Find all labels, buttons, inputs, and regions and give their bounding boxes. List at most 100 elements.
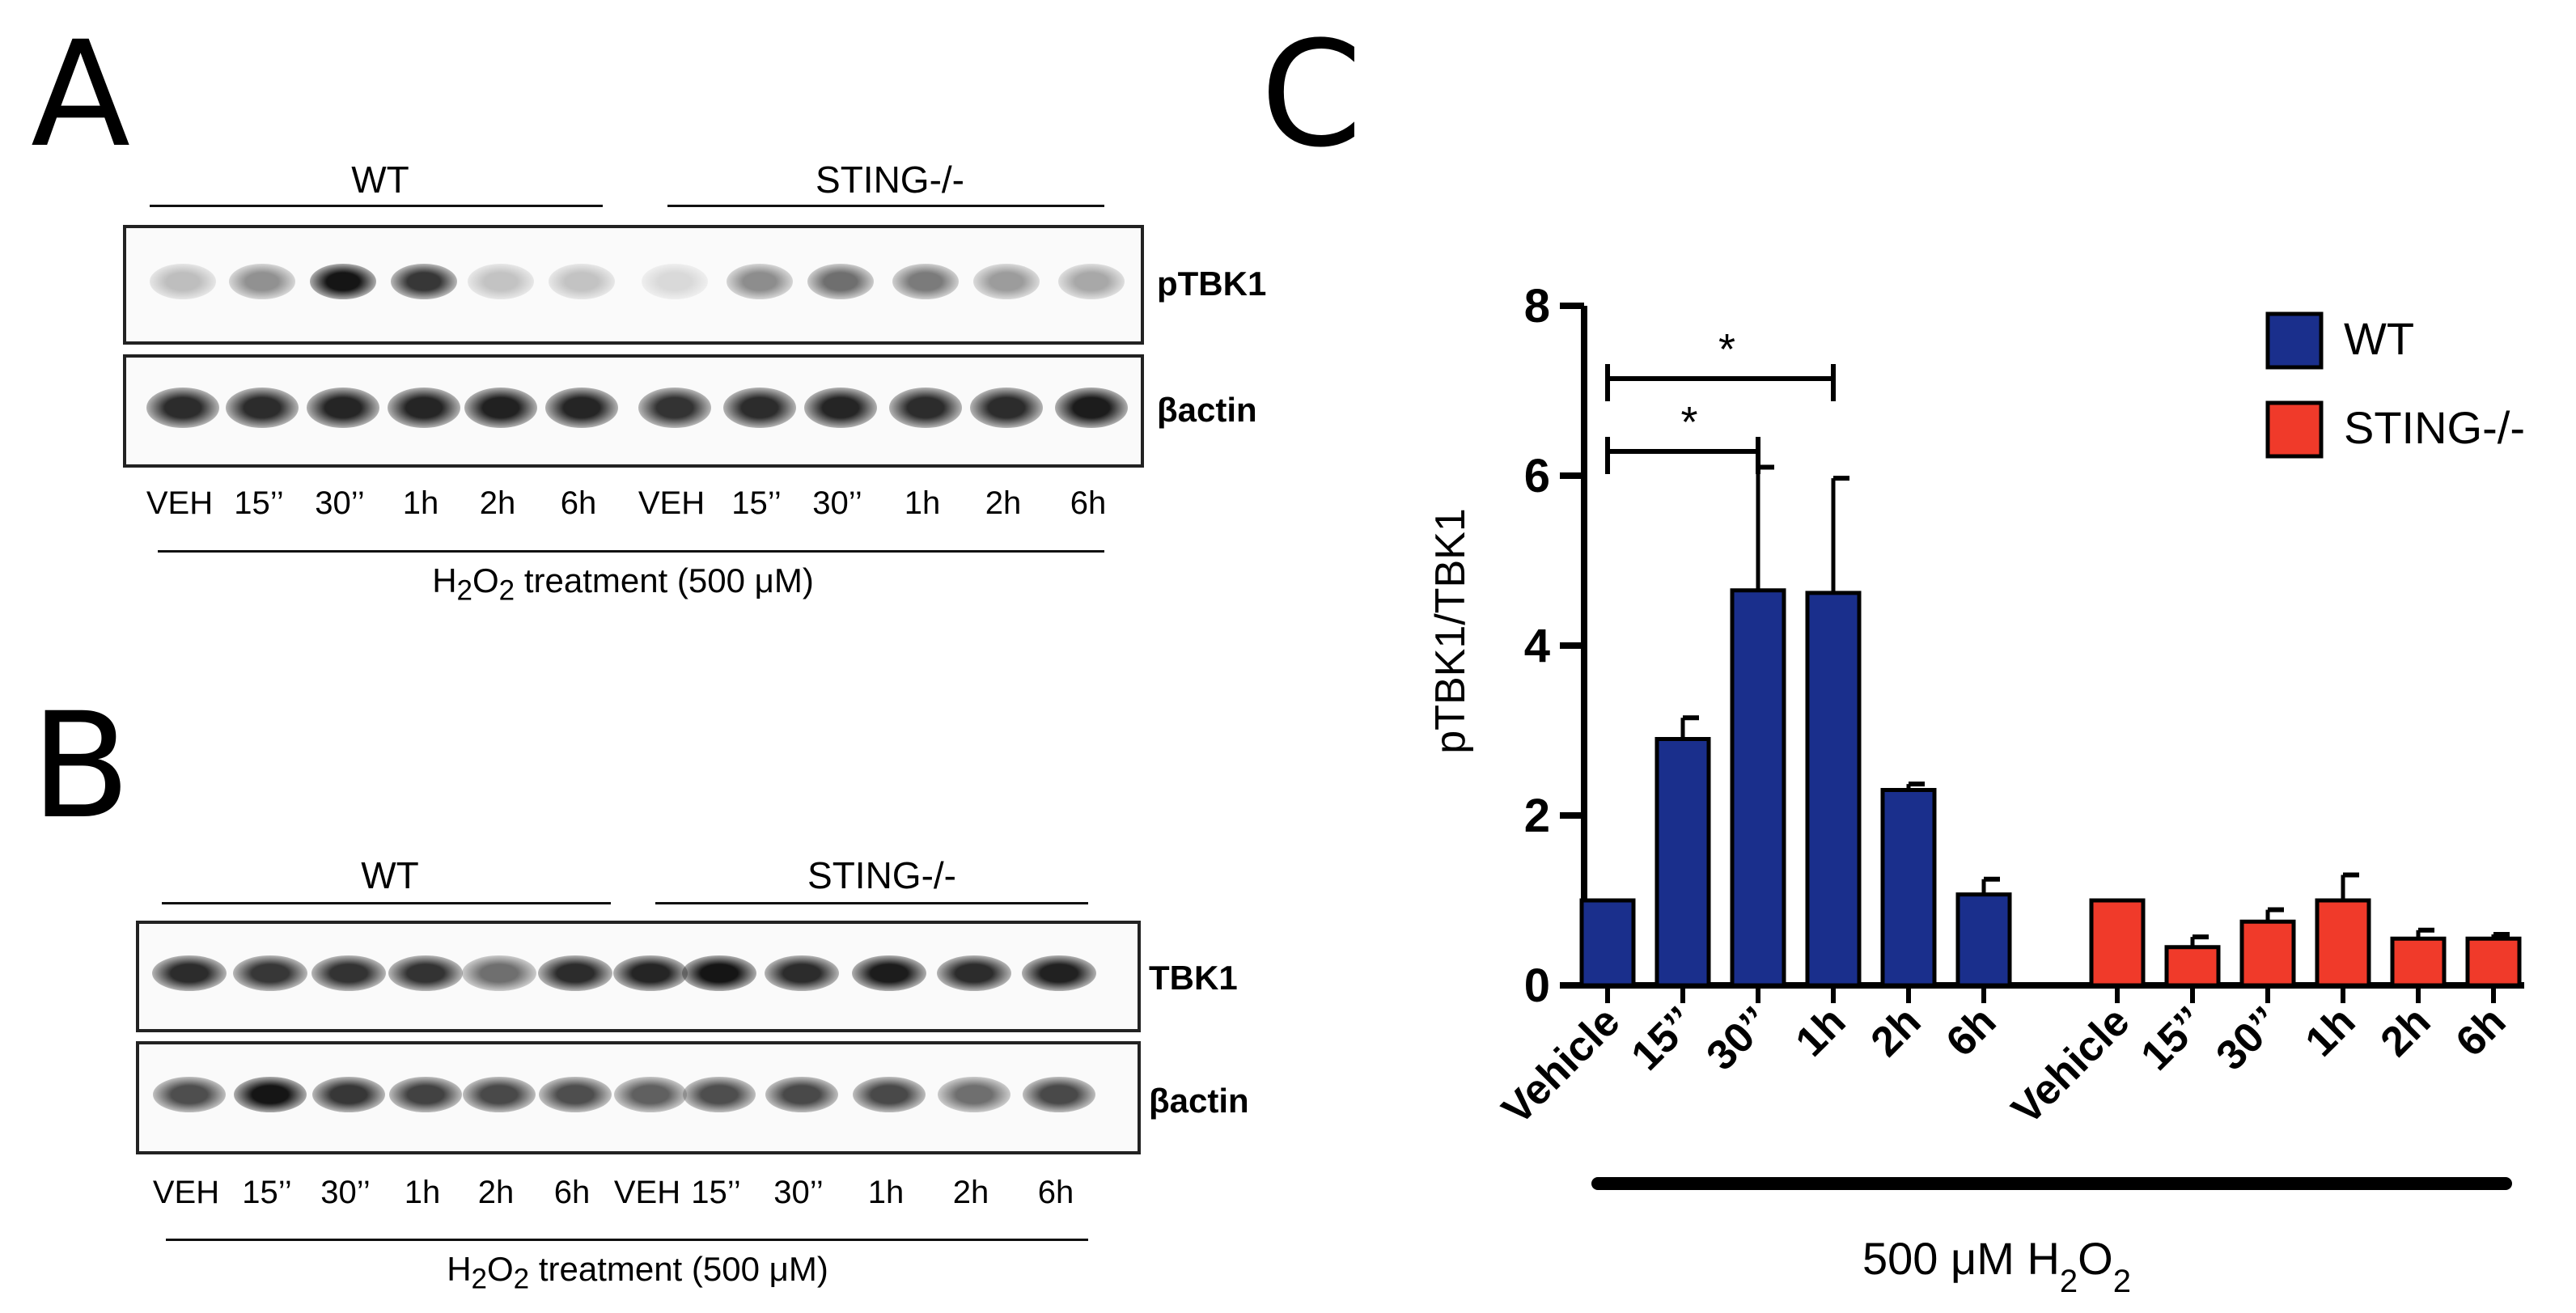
lane-label: 1h [404, 1175, 441, 1210]
blot-band [765, 955, 839, 991]
bar-wt-0 [1579, 898, 1636, 988]
x-tick-label: 30’’ [1698, 997, 1780, 1079]
blot-band [613, 955, 688, 991]
blot-band [804, 388, 877, 428]
blot-band [727, 264, 793, 299]
lane-label: 1h [904, 485, 941, 521]
bar-sting-3 [2315, 898, 2371, 988]
blot-band [312, 1077, 385, 1112]
x-tick-label: 15’’ [1623, 997, 1705, 1079]
bar-wt-3 [1805, 591, 1862, 988]
group-label-sting: STING-/- [816, 159, 964, 201]
blot-band [234, 1077, 307, 1112]
blot-band [642, 264, 708, 299]
blot-band [545, 388, 618, 428]
blot-band [889, 388, 962, 428]
blot-band [464, 388, 537, 428]
blot-band [892, 264, 959, 299]
x-tick-label: 6h [2447, 997, 2515, 1065]
y-tick-label: 6 [1524, 450, 1550, 502]
blot-band [150, 264, 216, 299]
blot-band [682, 955, 756, 991]
blot-band [391, 264, 457, 299]
legend-swatch-wt [2265, 311, 2324, 370]
blot-band [549, 264, 615, 299]
lane-label: 15’’ [234, 485, 284, 521]
bar-wt-4 [1880, 788, 1937, 988]
panel-letter-a: A [31, 11, 131, 180]
lane-label: 15’’ [731, 485, 782, 521]
blot-band [970, 388, 1043, 428]
x-tick-label: 2h [1862, 997, 1930, 1065]
blot-band [765, 1077, 838, 1112]
lane-label: 15’’ [691, 1175, 741, 1210]
lane-label: 2h [477, 1175, 515, 1210]
lane-label: VEH [613, 1175, 681, 1210]
blot-band [973, 264, 1040, 299]
treatment-label-a: H2O2 treatment (500 μM) [432, 561, 814, 607]
significance-star: * [1680, 398, 1697, 447]
blot-label-beta-actin-b: βactin [1149, 1082, 1249, 1120]
blot-beta-actin-a [123, 354, 1144, 468]
blot-band [807, 264, 874, 299]
lane-label: 1h [867, 1175, 905, 1210]
lane-label: 2h [952, 1175, 989, 1210]
blot-label-ptbk1: pTBK1 [1157, 265, 1267, 303]
blot-band [539, 1077, 612, 1112]
legend-label-wt: WT [2344, 313, 2414, 364]
blot-band [462, 955, 536, 991]
lane-label: VEH [638, 485, 705, 521]
y-tick-label: 0 [1524, 959, 1550, 1012]
bar-sting-4 [2390, 936, 2447, 988]
blot-band [538, 955, 612, 991]
blot-band [723, 388, 796, 428]
blot-band [852, 955, 926, 991]
blot-ptbk1 [123, 225, 1144, 345]
blot-band [153, 1077, 226, 1112]
lane-label: 30’’ [320, 1175, 371, 1210]
blot-band [463, 1077, 536, 1112]
lane-label: VEH [146, 485, 214, 521]
lane-label: 6h [560, 485, 597, 521]
x-axis-label: 500 μM H2O2 [1862, 1233, 2131, 1299]
treatment-line-a [158, 550, 1104, 553]
bar-sting-5 [2465, 936, 2522, 988]
bar-wt-5 [1955, 892, 2012, 988]
x-tick-label: 2h [2372, 997, 2440, 1065]
bar-sting-2 [2239, 919, 2296, 988]
blot-band [233, 955, 307, 991]
lane-label: 30’’ [773, 1175, 824, 1210]
blot-label-tbk1: TBK1 [1149, 959, 1238, 997]
blot-band [1023, 1077, 1095, 1112]
y-axis-label: pTBK1/TBK1 [1427, 508, 1474, 753]
blot-band [853, 1077, 926, 1112]
blot-band [146, 388, 219, 428]
group-underline-sting [667, 205, 1104, 207]
lane-label: 1h [402, 485, 439, 521]
lane-label: 2h [479, 485, 516, 521]
blot-band [937, 955, 1011, 991]
group-label-wt-b: WT [361, 854, 419, 896]
bar-sting-1 [2164, 945, 2221, 988]
x-tick-label: 6h [1938, 997, 2006, 1065]
lane-label: 2h [985, 485, 1022, 521]
blot-band [152, 955, 227, 991]
blot-band [388, 955, 463, 991]
bar-wt-1 [1654, 737, 1711, 988]
blot-band [1022, 955, 1096, 991]
blot-band [229, 264, 295, 299]
group-underline-wt [150, 205, 603, 207]
x-tick-label: 15’’ [2133, 997, 2214, 1079]
blot-band [389, 1077, 462, 1112]
blot-band [388, 388, 460, 428]
x-tick-label: Vehicle [2003, 997, 2139, 1133]
x-tick-label: 1h [2297, 997, 2365, 1065]
legend-swatch-sting [2265, 400, 2324, 459]
x-tick-label: 30’’ [2208, 997, 2290, 1079]
lane-label: 6h [553, 1175, 591, 1210]
lane-label: VEH [152, 1175, 220, 1210]
group-underline-sting-b [655, 902, 1088, 904]
lane-label: 30’’ [812, 485, 862, 521]
blot-band [310, 264, 376, 299]
blot-band [938, 1077, 1010, 1112]
